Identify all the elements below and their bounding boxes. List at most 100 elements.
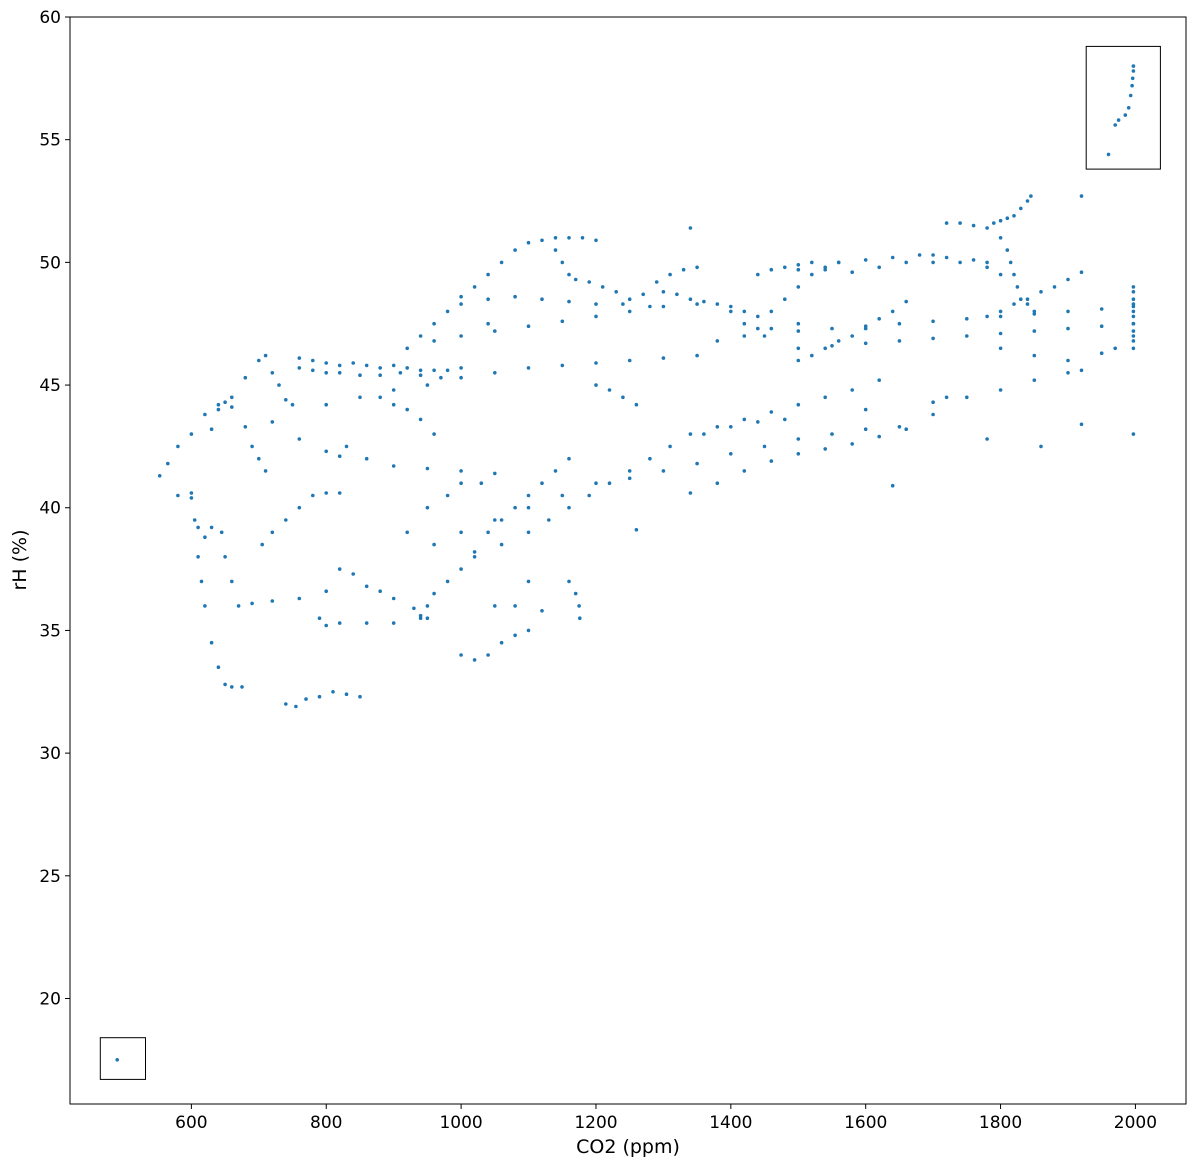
data-point [654, 280, 659, 284]
data-point [796, 452, 801, 456]
data-point [270, 371, 275, 375]
data-point [358, 694, 362, 699]
data-point [897, 425, 902, 429]
data-point [526, 493, 531, 498]
data-point [958, 260, 962, 265]
data-point [577, 604, 581, 608]
data-point [486, 321, 490, 326]
data-point [944, 221, 949, 225]
data-point [472, 555, 477, 559]
data-point [600, 285, 605, 289]
data-point [317, 694, 322, 699]
data-point [756, 314, 760, 319]
data-point [540, 238, 544, 243]
data-point [796, 321, 801, 326]
data-point [729, 425, 733, 429]
data-point [499, 518, 504, 522]
data-point [742, 469, 747, 473]
data-point [863, 341, 868, 346]
data-point [479, 481, 484, 486]
data-point [769, 410, 774, 414]
data-point [364, 584, 369, 589]
data-point [931, 253, 935, 257]
data-point [513, 633, 517, 638]
data-point [459, 530, 463, 535]
data-point [931, 336, 935, 341]
data-point [216, 665, 221, 669]
data-point [1052, 285, 1057, 289]
data-point [526, 240, 531, 245]
data-point [1131, 339, 1136, 343]
data-point [762, 444, 767, 449]
data-point [578, 616, 582, 620]
data-point [364, 621, 369, 625]
data-point [1019, 297, 1023, 302]
data-point [176, 444, 180, 449]
data-point [877, 265, 881, 270]
data-point [863, 258, 868, 262]
data-point [223, 682, 227, 687]
data-point [1131, 314, 1136, 319]
data-point [675, 292, 679, 297]
data-point [257, 358, 261, 363]
data-point [513, 604, 517, 608]
data-point [1130, 76, 1135, 81]
data-point [985, 265, 989, 270]
y-tick-label: 60 [39, 8, 61, 28]
data-point [459, 481, 463, 486]
data-point [783, 265, 787, 270]
data-point [627, 358, 632, 363]
data-point [297, 505, 302, 510]
x-tick-label: 2000 [1114, 1113, 1157, 1133]
data-point [445, 368, 450, 373]
data-point [499, 260, 504, 265]
x-tick-label: 1600 [844, 1113, 887, 1133]
data-point [992, 221, 996, 225]
data-point [526, 366, 531, 370]
data-point [971, 258, 976, 262]
y-tick-label: 45 [39, 376, 61, 396]
data-point [358, 373, 362, 378]
data-point [1066, 371, 1070, 375]
data-point [661, 290, 666, 294]
data-point [1039, 444, 1043, 449]
data-point [1113, 123, 1117, 127]
data-point [594, 314, 598, 319]
data-point [1126, 106, 1131, 110]
data-point [715, 302, 720, 306]
data-point [209, 525, 214, 530]
data-point [257, 456, 261, 461]
data-point [199, 579, 204, 584]
data-point [418, 613, 423, 618]
data-point [796, 358, 801, 363]
data-point [769, 309, 774, 314]
data-point [634, 402, 639, 407]
data-point [1012, 272, 1016, 277]
data-point [904, 299, 908, 304]
data-point [931, 319, 935, 324]
data-point [459, 653, 463, 657]
data-point [176, 493, 180, 498]
data-point [472, 658, 477, 662]
data-point [1066, 358, 1070, 363]
data-point [998, 388, 1003, 392]
data-point [796, 346, 801, 351]
data-point [560, 319, 565, 324]
data-point [540, 481, 544, 486]
data-point [1131, 321, 1136, 326]
data-point [547, 518, 551, 522]
data-point [493, 329, 497, 333]
data-point [331, 690, 335, 694]
data-point [958, 221, 962, 225]
data-point [311, 368, 315, 373]
data-point [324, 491, 329, 495]
data-point [897, 339, 902, 343]
data-point [351, 361, 356, 365]
data-point [324, 589, 329, 593]
data-point [364, 456, 369, 461]
data-point [661, 469, 666, 473]
data-point [486, 272, 490, 277]
data-point [621, 302, 625, 306]
data-point [425, 616, 430, 620]
data-point [648, 456, 652, 461]
